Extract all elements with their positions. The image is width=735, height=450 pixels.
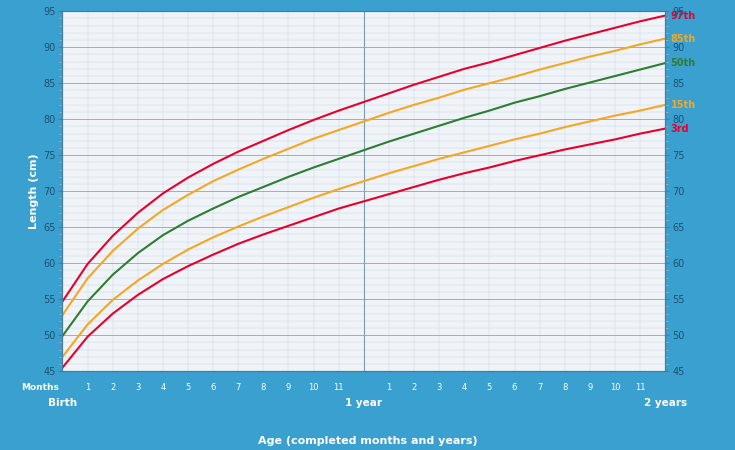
Text: 2: 2 — [412, 382, 417, 392]
Text: Months: Months — [21, 382, 59, 392]
Text: Age (completed months and years): Age (completed months and years) — [258, 436, 477, 446]
Text: 5: 5 — [487, 382, 492, 392]
Text: 10: 10 — [610, 382, 620, 392]
Text: 4: 4 — [160, 382, 165, 392]
Text: 9: 9 — [286, 382, 291, 392]
Text: 3: 3 — [135, 382, 140, 392]
Text: 11: 11 — [635, 382, 645, 392]
Text: 85th: 85th — [671, 34, 696, 44]
Text: Birth: Birth — [48, 398, 77, 408]
Text: 11: 11 — [334, 382, 344, 392]
Text: 50th: 50th — [671, 58, 696, 68]
Y-axis label: Length (cm): Length (cm) — [29, 153, 39, 229]
Text: 1: 1 — [85, 382, 90, 392]
Text: 2: 2 — [110, 382, 115, 392]
Text: 8: 8 — [562, 382, 567, 392]
Text: 7: 7 — [537, 382, 542, 392]
Text: 4: 4 — [462, 382, 467, 392]
Text: 3: 3 — [437, 382, 442, 392]
Text: 1 year: 1 year — [345, 398, 382, 408]
Text: 15th: 15th — [671, 100, 696, 110]
Text: 3rd: 3rd — [671, 124, 689, 134]
Text: 9: 9 — [587, 382, 592, 392]
Text: 6: 6 — [512, 382, 517, 392]
Text: 5: 5 — [185, 382, 190, 392]
Text: 7: 7 — [236, 382, 241, 392]
Text: 97th: 97th — [671, 10, 696, 21]
Text: 10: 10 — [309, 382, 319, 392]
Text: 2 years: 2 years — [644, 398, 686, 408]
Text: 1: 1 — [387, 382, 392, 392]
Text: 8: 8 — [261, 382, 266, 392]
Text: 6: 6 — [210, 382, 216, 392]
